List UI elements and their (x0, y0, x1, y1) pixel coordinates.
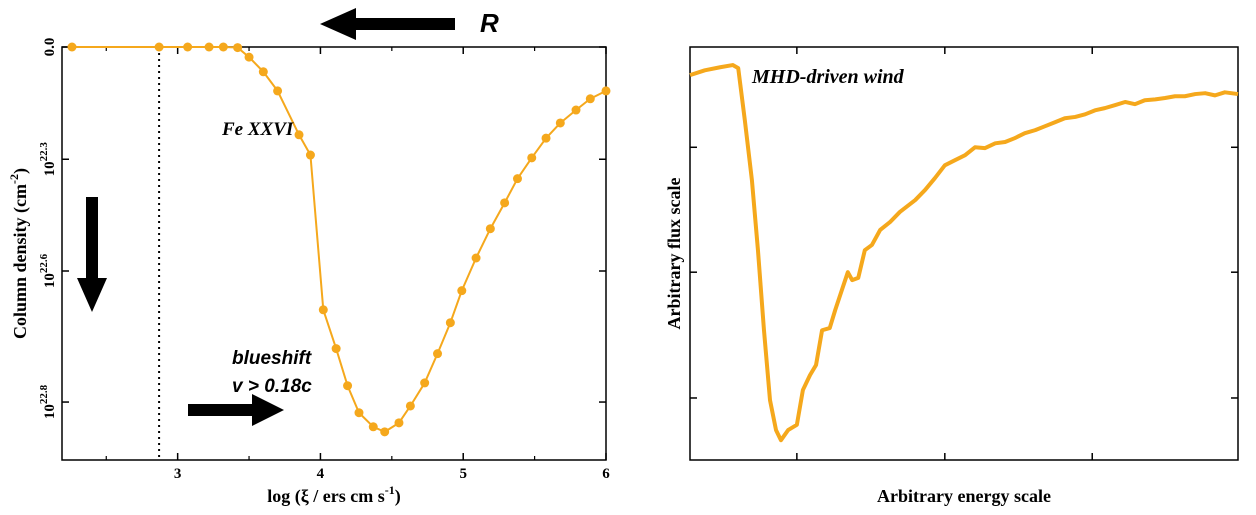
data-point (394, 418, 404, 428)
y-tick-label: 1022.8 (38, 384, 58, 419)
y-tick-label: 1022.6 (38, 253, 58, 288)
y-tick-label-exp: 22.8 (38, 384, 50, 404)
data-point (218, 42, 228, 52)
data-point (555, 118, 565, 128)
data-point (585, 94, 595, 104)
arrow-left (320, 8, 455, 40)
axis-label-text: Column density (cm (10, 184, 31, 339)
annotation: MHD-driven wind (751, 66, 905, 88)
data-point (541, 133, 551, 143)
arrow-down (77, 197, 107, 312)
y-tick-label: 0.0 (42, 38, 58, 57)
data-point (331, 344, 341, 354)
data-point (512, 174, 522, 184)
axis-label: log (ξ / ers cm s-1) (267, 483, 401, 507)
data-point (445, 318, 455, 328)
data-point (233, 43, 243, 53)
data-point (380, 427, 390, 437)
axis-label-tail: ) (10, 168, 31, 174)
data-point (154, 42, 164, 52)
data-point (368, 422, 378, 432)
axis-label: Arbitrary energy scale (877, 486, 1051, 506)
axis-label-text: Arbitrary energy scale (877, 486, 1051, 506)
data-point (471, 253, 481, 263)
data-point (204, 42, 214, 52)
y-tick-label-base: 10 (42, 404, 58, 419)
plot-frame (689, 46, 1239, 461)
arrow-right (188, 394, 284, 426)
axis-label-sup: -2 (7, 174, 21, 184)
data-point (457, 286, 467, 296)
x-tick-label: 3 (174, 466, 182, 482)
plot-frame (61, 46, 607, 461)
annotation: R (480, 8, 499, 38)
axis-label-tail: ) (395, 486, 401, 507)
y-tick-label-base: 0.0 (42, 38, 58, 57)
axis-label: Arbitrary flux scale (664, 178, 684, 330)
data-point (244, 52, 254, 62)
data-point (405, 401, 415, 411)
data-point (500, 198, 510, 208)
axis-label-text: log (ξ / ers cm s (267, 486, 385, 507)
y-tick-label: 1022.3 (38, 142, 58, 177)
data-point (601, 86, 611, 96)
data-point (420, 378, 430, 388)
axis-label-sup: -1 (385, 483, 395, 497)
y-tick-label-base: 10 (42, 273, 58, 288)
data-point (273, 86, 283, 96)
y-tick-label-exp: 22.6 (38, 253, 50, 273)
axis-label-text: Arbitrary flux scale (664, 178, 684, 330)
annotation: v > 0.18c (232, 376, 312, 397)
data-point (305, 150, 315, 160)
data-point (318, 305, 328, 315)
x-tick-label: 4 (317, 466, 325, 482)
data-point (343, 381, 353, 391)
arrows (77, 8, 455, 426)
axis-label: Column density (cm-2) (7, 168, 31, 339)
x-tick-label: 6 (602, 466, 610, 482)
data-point (258, 67, 268, 77)
annotation: Fe XXVI (221, 119, 294, 140)
data-point (354, 408, 364, 418)
annotation: blueshift (232, 348, 312, 369)
data-point (183, 42, 193, 52)
y-tick-label-base: 10 (42, 161, 58, 176)
data-line (689, 63, 1239, 443)
y-tick-label-exp: 22.3 (38, 142, 50, 162)
data-point (527, 153, 537, 163)
data-line (71, 46, 607, 433)
data-point (571, 105, 581, 115)
data-point (67, 42, 77, 52)
data-point (294, 130, 304, 140)
data-point (485, 224, 495, 234)
data-point (433, 349, 443, 359)
x-tick-label: 5 (459, 466, 467, 482)
